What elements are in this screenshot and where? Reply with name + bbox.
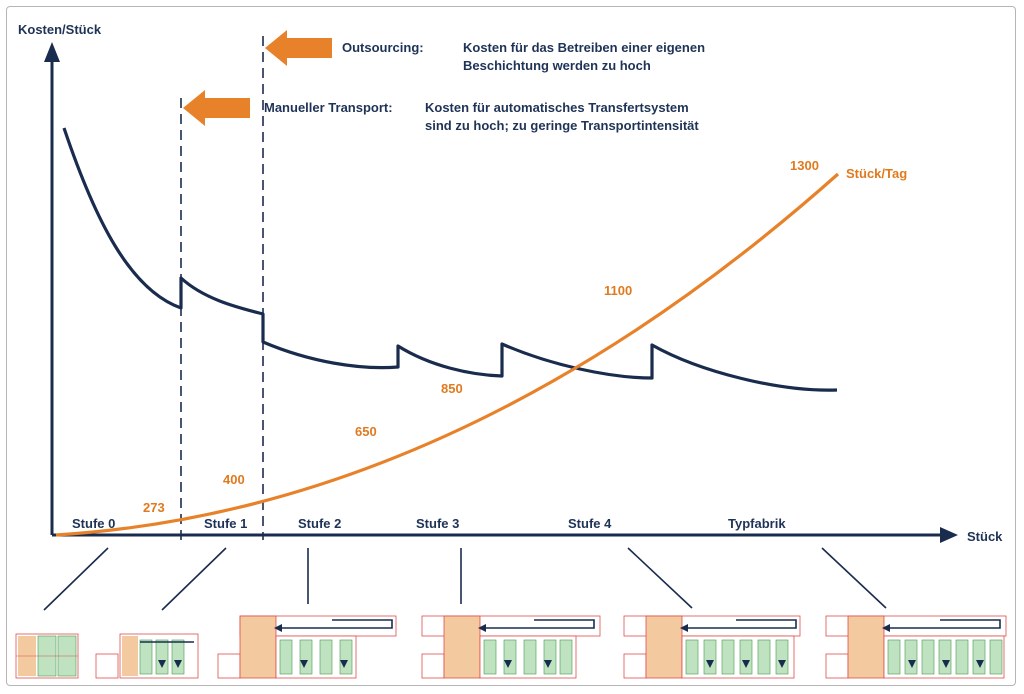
volume-label-273: 273 [143,500,165,515]
volume-label-400: 400 [223,472,245,487]
stage-label-typfabrik: Typfabrik [728,516,786,531]
annotation-outsourcing-title: Outsourcing: [342,40,424,55]
x-axis-label: Stück [967,529,1003,544]
layout-thumbnail-stufe2 [217,615,397,679]
layout-thumbnail-stufe3 [421,615,601,679]
connector-stufe1 [161,547,227,611]
x-axis-arrowhead [940,527,958,543]
arrow-manual-transport-icon [183,90,250,126]
y-axis-label: Kosten/Stück [18,22,102,37]
annotation-transport-line1: Kosten für automatisches Transfertsystem [425,100,689,115]
stage-label-1: Stufe 1 [204,516,247,531]
volume-label-1300: 1300 [790,158,819,173]
cost-per-piece-curve [62,127,838,392]
volume-label-1100: 1100 [604,283,632,298]
y-axis-arrowhead [44,42,60,62]
stage-label-4: Stufe 4 [568,516,612,531]
annotation-outsourcing-line2: Beschichtung werden zu hoch [463,58,651,73]
annotation-outsourcing-line1: Kosten für das Betreiben einer eigenen [463,40,705,55]
annotation-transport-title: Manueller Transport: [264,100,393,115]
stage-label-2: Stufe 2 [298,516,341,531]
volume-per-day-curve [55,172,840,537]
layout-thumbnail-typfabrik [825,615,1007,679]
volume-label-850: 850 [441,381,463,396]
volume-label-650: 650 [355,424,377,439]
stage-label-3: Stufe 3 [416,516,459,531]
layout-thumbnail-stufe1 [95,633,199,679]
connector-stufe0 [43,547,109,611]
connector-typfabrik [821,547,887,609]
figure-frame [6,6,1016,686]
annotation-transport-line2: sind zu hoch; zu geringe Transportintens… [425,118,699,133]
layout-thumbnail-stufe0 [15,633,79,679]
layout-thumbnail-stufe4 [623,615,801,679]
volume-series-name: Stück/Tag [846,166,907,181]
arrow-outsourcing-icon [265,30,332,66]
connector-stufe4 [627,547,693,609]
stage-label-0: Stufe 0 [72,516,115,531]
